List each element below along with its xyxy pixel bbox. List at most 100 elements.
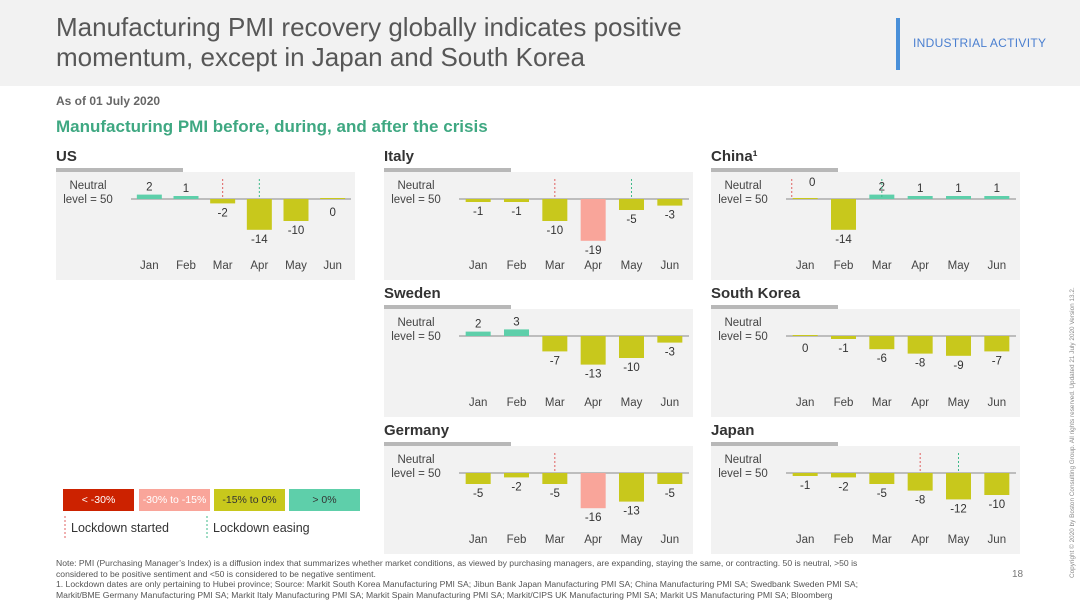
sweden-bar-jan <box>465 331 491 336</box>
germany-bar-jan <box>465 473 491 484</box>
sweden-value-jan: 2 <box>475 319 481 331</box>
china-tick-jan: Jan <box>796 260 815 272</box>
sweden-tick-mar: Mar <box>545 397 565 409</box>
germany-bar-may <box>619 473 644 502</box>
south-korea-tick-may: May <box>948 397 970 409</box>
header-band: Manufacturing PMI recovery globally indi… <box>0 0 1080 86</box>
south-korea-value-apr: -8 <box>915 358 925 370</box>
italy-tick-mar: Mar <box>545 260 565 272</box>
china-value-jan: 0 <box>809 177 815 189</box>
us-bar-may <box>283 199 309 221</box>
germany-value-mar: -5 <box>550 488 560 500</box>
germany-value-jan: -5 <box>473 488 483 500</box>
neutral-level-label: level = 50 <box>63 194 113 206</box>
italy-bar-apr <box>580 199 606 241</box>
japan-value-may: -12 <box>950 503 967 515</box>
south-korea-value-feb: -1 <box>838 343 848 355</box>
us-bar-apr <box>246 199 272 230</box>
germany-tick-jun: Jun <box>661 534 680 546</box>
lockdown-easing-label: Lockdown easing <box>213 521 310 535</box>
neutral-label: Neutral <box>69 180 106 192</box>
japan-panel-background <box>711 446 1020 554</box>
germany-tick-mar: Mar <box>545 534 565 546</box>
south-korea-panel-title: South Korea <box>711 285 801 302</box>
italy-tick-jan: Jan <box>469 260 488 272</box>
italy-bar-may <box>619 199 644 210</box>
lockdown-started-label: Lockdown started <box>71 521 169 535</box>
footnote: Note: PMI (Purchasing Manager’s Index) i… <box>56 558 859 600</box>
sweden-bar-apr <box>580 336 606 365</box>
italy-value-may: -5 <box>626 214 636 226</box>
germany-bar-apr <box>580 473 606 509</box>
china-bar-may <box>946 196 971 199</box>
china-panel-background <box>711 172 1020 280</box>
sweden-value-jun: -3 <box>665 347 675 359</box>
south-korea-bar-jan <box>792 335 818 336</box>
us-tick-may: May <box>285 260 307 272</box>
japan-value-apr: -8 <box>915 495 925 507</box>
sweden-tick-apr: Apr <box>584 397 602 409</box>
south-korea-value-may: -9 <box>953 360 963 372</box>
japan-bar-jun <box>984 473 1010 495</box>
neutral-level-label: level = 50 <box>391 194 441 206</box>
us-tick-jun: Jun <box>323 260 342 272</box>
as-of-date: As of 01 July 2020 <box>56 94 161 108</box>
sweden-bar-feb <box>504 329 529 336</box>
neutral-label: Neutral <box>397 180 434 192</box>
chart-subtitle: Manufacturing PMI before, during, and af… <box>56 117 488 136</box>
legend-item-positive: > 0% <box>289 489 360 511</box>
italy-bar-jun <box>657 199 683 206</box>
sweden-panel-title: Sweden <box>384 285 441 302</box>
italy-value-apr: -19 <box>585 245 602 257</box>
sweden-tick-jan: Jan <box>469 397 488 409</box>
sweden-bar-mar <box>542 336 568 352</box>
us-value-may: -10 <box>288 225 305 237</box>
china-tick-may: May <box>948 260 970 272</box>
italy-bar-jan <box>465 199 491 202</box>
us-value-apr: -14 <box>251 234 268 246</box>
us-bar-jun <box>320 198 346 199</box>
japan-panel-underline <box>711 442 838 446</box>
germany-tick-may: May <box>621 534 643 546</box>
south-korea-value-mar: -6 <box>877 353 887 365</box>
china-bar-feb <box>831 199 856 230</box>
section-tag: INDUSTRIAL ACTIVITY <box>913 36 1047 50</box>
sweden-value-feb: 3 <box>513 316 519 328</box>
italy-tick-apr: Apr <box>584 260 602 272</box>
sweden-value-may: -10 <box>623 362 640 374</box>
germany-tick-feb: Feb <box>507 534 527 546</box>
japan-tick-jun: Jun <box>988 534 1007 546</box>
italy-panel-title: Italy <box>384 148 415 165</box>
south-korea-tick-feb: Feb <box>834 397 854 409</box>
neutral-level-label: level = 50 <box>391 468 441 480</box>
us-bar-mar <box>210 199 236 204</box>
us-tick-feb: Feb <box>176 260 196 272</box>
sweden-bar-jun <box>657 336 683 343</box>
italy-value-mar: -10 <box>547 225 564 237</box>
china-value-apr: 1 <box>917 183 923 195</box>
germany-panel-underline <box>384 442 511 446</box>
germany-tick-apr: Apr <box>584 534 602 546</box>
sweden-bar-may <box>619 336 644 358</box>
south-korea-tick-apr: Apr <box>911 397 929 409</box>
germany-value-jun: -5 <box>665 488 675 500</box>
japan-value-jun: -10 <box>989 499 1006 511</box>
japan-chart: Neutral level = 50 -1 Jan -2 Feb -5 Mar -8 Apr -12… <box>718 453 1016 546</box>
south-korea-panel-background <box>711 309 1020 417</box>
china-value-feb: -14 <box>835 234 852 246</box>
sweden-panel-underline <box>384 305 511 309</box>
us-tick-apr: Apr <box>250 260 268 272</box>
us-panel-underline <box>56 168 183 172</box>
us-bar-feb <box>173 196 199 199</box>
sweden-tick-feb: Feb <box>507 397 527 409</box>
sweden-value-apr: -13 <box>585 369 602 381</box>
japan-value-mar: -5 <box>877 488 887 500</box>
germany-bar-jun <box>657 473 683 484</box>
germany-value-apr: -16 <box>585 512 602 524</box>
section-tag-divider <box>896 18 900 70</box>
neutral-label: Neutral <box>397 317 434 329</box>
japan-panel-title: Japan <box>711 422 755 439</box>
legend-item-strong: -30% to -15% <box>139 489 210 511</box>
italy-tick-jun: Jun <box>661 260 680 272</box>
china-value-jun: 1 <box>994 183 1000 195</box>
